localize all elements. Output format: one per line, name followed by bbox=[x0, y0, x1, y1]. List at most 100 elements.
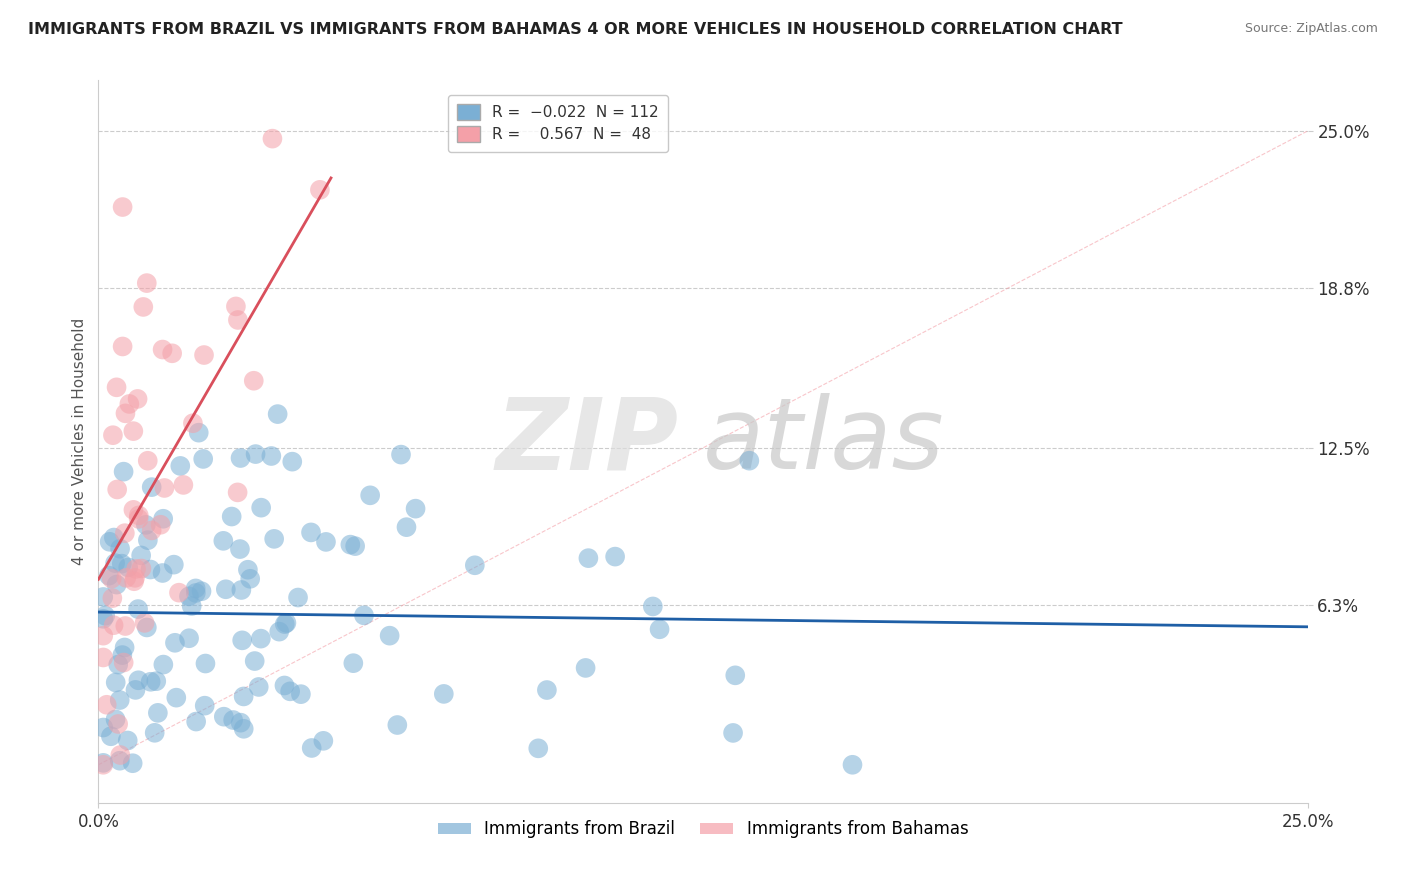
Point bbox=[395, 520, 418, 534]
Point bbox=[172, 478, 194, 492]
Point bbox=[165, 690, 187, 705]
Point bbox=[309, 183, 332, 197]
Point bbox=[536, 683, 558, 698]
Point bbox=[91, 757, 114, 772]
Point bbox=[274, 617, 297, 632]
Point bbox=[105, 380, 128, 394]
Point bbox=[215, 582, 238, 597]
Text: Source: ZipAtlas.com: Source: ZipAtlas.com bbox=[1244, 22, 1378, 36]
Point bbox=[169, 458, 191, 473]
Text: ZIP: ZIP bbox=[496, 393, 679, 490]
Point bbox=[232, 722, 254, 736]
Point bbox=[648, 622, 671, 636]
Point bbox=[108, 754, 131, 768]
Point bbox=[104, 713, 127, 727]
Point bbox=[108, 541, 131, 556]
Point bbox=[260, 449, 283, 463]
Point bbox=[250, 500, 273, 515]
Point bbox=[339, 538, 361, 552]
Point bbox=[721, 726, 744, 740]
Point bbox=[245, 447, 267, 461]
Point bbox=[104, 556, 127, 570]
Point bbox=[239, 572, 262, 586]
Text: atlas: atlas bbox=[703, 393, 945, 490]
Point bbox=[222, 713, 245, 727]
Point bbox=[290, 687, 312, 701]
Point bbox=[91, 612, 114, 626]
Point bbox=[231, 633, 253, 648]
Point bbox=[139, 674, 162, 689]
Point bbox=[433, 687, 456, 701]
Point bbox=[353, 608, 375, 623]
Point bbox=[118, 397, 141, 411]
Point bbox=[226, 485, 249, 500]
Point bbox=[387, 718, 409, 732]
Point bbox=[225, 300, 247, 314]
Point bbox=[91, 590, 114, 604]
Point bbox=[101, 428, 124, 442]
Point bbox=[108, 693, 131, 707]
Point bbox=[181, 416, 204, 430]
Point bbox=[247, 680, 270, 694]
Point bbox=[193, 452, 215, 467]
Point bbox=[100, 572, 122, 586]
Point bbox=[122, 503, 145, 517]
Point bbox=[114, 640, 136, 655]
Point bbox=[315, 535, 337, 549]
Point bbox=[127, 673, 149, 688]
Point bbox=[250, 632, 273, 646]
Point bbox=[194, 657, 217, 671]
Legend: Immigrants from Brazil, Immigrants from Bahamas: Immigrants from Brazil, Immigrants from … bbox=[430, 814, 976, 845]
Point bbox=[163, 558, 186, 572]
Point bbox=[141, 480, 163, 494]
Point bbox=[221, 509, 243, 524]
Point bbox=[104, 675, 127, 690]
Point bbox=[107, 657, 129, 672]
Point bbox=[177, 632, 200, 646]
Point bbox=[149, 517, 172, 532]
Point bbox=[114, 526, 136, 541]
Point bbox=[94, 608, 117, 623]
Point bbox=[135, 276, 157, 290]
Point bbox=[114, 619, 136, 633]
Point bbox=[212, 533, 235, 548]
Point bbox=[342, 656, 364, 670]
Point bbox=[103, 618, 125, 632]
Point bbox=[136, 454, 159, 468]
Point bbox=[152, 512, 174, 526]
Point bbox=[91, 629, 114, 643]
Point bbox=[131, 561, 153, 575]
Point bbox=[724, 668, 747, 682]
Point bbox=[152, 657, 174, 672]
Point bbox=[117, 733, 139, 747]
Point bbox=[738, 453, 761, 467]
Point bbox=[105, 577, 128, 591]
Y-axis label: 4 or more Vehicles in Household: 4 or more Vehicles in Household bbox=[72, 318, 87, 566]
Point bbox=[389, 448, 412, 462]
Point bbox=[98, 534, 121, 549]
Point bbox=[242, 374, 264, 388]
Point bbox=[184, 586, 207, 600]
Point bbox=[231, 582, 253, 597]
Point bbox=[464, 558, 486, 573]
Point bbox=[184, 582, 207, 596]
Point bbox=[344, 539, 367, 553]
Point bbox=[101, 591, 124, 606]
Point bbox=[146, 706, 169, 720]
Point bbox=[232, 690, 254, 704]
Point bbox=[527, 741, 550, 756]
Point bbox=[112, 656, 135, 670]
Point bbox=[243, 654, 266, 668]
Point bbox=[134, 615, 156, 630]
Point bbox=[107, 717, 129, 731]
Point bbox=[187, 425, 209, 440]
Point bbox=[132, 300, 155, 314]
Point bbox=[135, 620, 157, 634]
Point bbox=[111, 648, 134, 662]
Point bbox=[378, 629, 401, 643]
Point bbox=[91, 756, 114, 770]
Point bbox=[160, 346, 183, 360]
Point bbox=[575, 661, 598, 675]
Point bbox=[97, 568, 120, 582]
Point bbox=[153, 481, 176, 495]
